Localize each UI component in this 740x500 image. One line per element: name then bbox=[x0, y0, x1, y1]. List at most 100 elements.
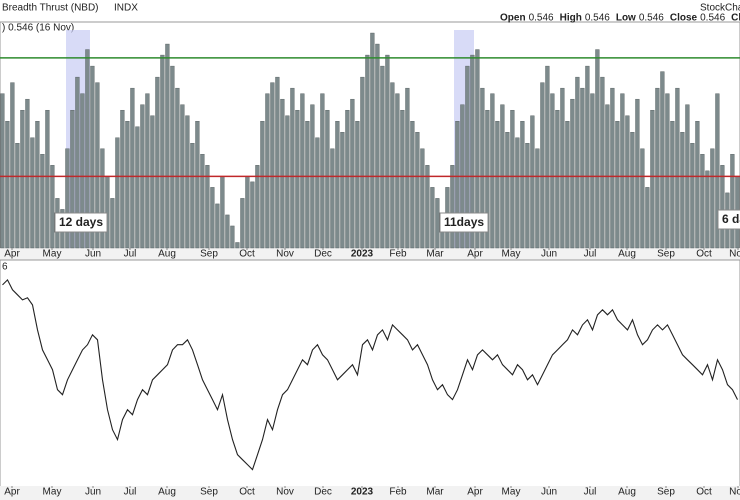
x-tick-label: Feb bbox=[389, 249, 407, 260]
bar bbox=[50, 165, 55, 249]
bar bbox=[215, 203, 220, 249]
bar bbox=[490, 93, 495, 249]
bar bbox=[495, 121, 500, 249]
bar bbox=[650, 109, 655, 249]
annotation-box bbox=[439, 212, 489, 233]
x-tick-label: Apr bbox=[4, 487, 20, 498]
bar bbox=[480, 87, 485, 249]
bar bbox=[15, 143, 20, 249]
x-tick-label: Jul bbox=[124, 487, 137, 498]
quote-label: High bbox=[560, 13, 582, 24]
price-line bbox=[2, 278, 738, 471]
x-tick-label: Oct bbox=[696, 249, 712, 260]
bar bbox=[395, 93, 400, 249]
bar bbox=[590, 93, 595, 249]
bar bbox=[375, 43, 380, 249]
bar bbox=[345, 109, 350, 249]
x-tick-label: Dec bbox=[314, 487, 332, 498]
quote-value: 0.546 bbox=[585, 13, 610, 24]
bar bbox=[420, 148, 425, 249]
bar bbox=[525, 143, 530, 249]
x-tick-label: Apr bbox=[467, 487, 483, 498]
bar bbox=[340, 132, 345, 249]
bar bbox=[125, 121, 130, 249]
bar bbox=[285, 115, 290, 249]
bar bbox=[265, 93, 270, 249]
bar bbox=[620, 93, 625, 249]
bar bbox=[275, 76, 280, 249]
bar bbox=[225, 214, 230, 249]
bar bbox=[155, 76, 160, 249]
bar bbox=[370, 32, 375, 249]
bar bbox=[600, 76, 605, 249]
chart-title: Breadth Thrust (NBD) bbox=[2, 3, 99, 14]
bar bbox=[730, 154, 735, 249]
x-tick-label: Nov bbox=[276, 487, 294, 498]
bar bbox=[390, 82, 395, 249]
bar bbox=[585, 65, 590, 249]
bar bbox=[470, 54, 475, 249]
bar bbox=[640, 148, 645, 249]
bar bbox=[150, 115, 155, 249]
bar bbox=[175, 87, 180, 249]
bar bbox=[40, 154, 45, 249]
x-tick-label: Sep bbox=[200, 249, 218, 260]
x-tick-label: Aug bbox=[158, 249, 176, 260]
annotation: 11days bbox=[444, 215, 484, 229]
bar bbox=[195, 121, 200, 249]
bar bbox=[625, 115, 630, 249]
bar bbox=[380, 65, 385, 249]
annotation-box bbox=[717, 209, 740, 230]
bottom-date-band bbox=[0, 486, 740, 500]
annotation: 6 days bbox=[722, 212, 740, 226]
brand: StockCharts.com bbox=[700, 3, 740, 14]
bar bbox=[475, 49, 480, 249]
quote-label: Close bbox=[670, 13, 698, 24]
bar bbox=[35, 121, 40, 249]
bar bbox=[720, 165, 725, 249]
bar bbox=[210, 187, 215, 249]
bar bbox=[190, 143, 195, 249]
bar bbox=[545, 65, 550, 249]
bar bbox=[710, 148, 715, 249]
bar bbox=[715, 93, 720, 249]
bar bbox=[325, 109, 330, 249]
bar bbox=[570, 98, 575, 249]
x-tick-label: Dec bbox=[314, 249, 332, 260]
bar bbox=[335, 121, 340, 249]
bar bbox=[120, 109, 125, 249]
bar bbox=[660, 71, 665, 249]
bar bbox=[5, 121, 10, 249]
x-tick-label: Feb bbox=[389, 487, 407, 498]
bar bbox=[205, 165, 210, 249]
bar bbox=[410, 121, 415, 249]
bar bbox=[575, 76, 580, 249]
quote-value: 0.546 bbox=[529, 13, 554, 24]
bar bbox=[465, 65, 470, 249]
x-tick-label: Jun bbox=[541, 249, 557, 260]
panel-label: 6 bbox=[2, 262, 8, 273]
bar bbox=[10, 82, 15, 249]
bar bbox=[555, 109, 560, 249]
bar bbox=[95, 82, 100, 249]
bar bbox=[355, 121, 360, 249]
x-tick-label: May bbox=[43, 487, 62, 498]
bar bbox=[100, 148, 105, 249]
bar bbox=[145, 93, 150, 249]
x-tick-label: Mar bbox=[426, 249, 444, 260]
bar bbox=[315, 137, 320, 249]
bar bbox=[350, 98, 355, 249]
bar bbox=[360, 76, 365, 249]
x-tick-label: Nov bbox=[729, 249, 740, 260]
x-tick-label: Aug bbox=[158, 487, 176, 498]
x-tick-label: May bbox=[502, 487, 521, 498]
bar bbox=[425, 165, 430, 249]
bar bbox=[400, 109, 405, 249]
bar bbox=[405, 87, 410, 249]
x-tick-label: Aug bbox=[618, 487, 636, 498]
bottom-panel-frame bbox=[0, 259, 740, 500]
bar bbox=[540, 82, 545, 249]
bar bbox=[295, 109, 300, 249]
